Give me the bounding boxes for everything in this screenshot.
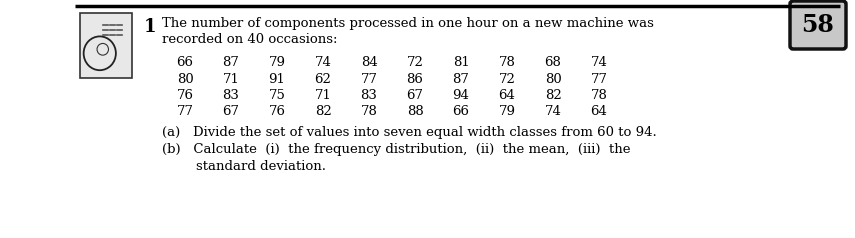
Ellipse shape [97,44,109,55]
Text: 74: 74 [315,56,332,69]
Text: 91: 91 [268,73,286,86]
Text: 67: 67 [222,105,239,118]
Text: 78: 78 [591,89,607,102]
Text: 71: 71 [315,89,332,102]
Text: 74: 74 [591,56,607,69]
Text: 76: 76 [176,89,193,102]
Text: The number of components processed in one hour on a new machine was: The number of components processed in on… [162,17,654,30]
Text: 72: 72 [498,73,516,86]
Text: 66: 66 [176,56,193,69]
Text: (b)   Calculate  (i)  the frequency distribution,  (ii)  the mean,  (iii)  the: (b) Calculate (i) the frequency distribu… [162,143,630,156]
Text: (a)   Divide the set of values into seven equal width classes from 60 to 94.: (a) Divide the set of values into seven … [162,126,657,139]
Text: 68: 68 [545,56,562,69]
Text: 77: 77 [591,73,608,86]
Text: 77: 77 [361,73,378,86]
Text: 88: 88 [407,105,423,118]
Text: recorded on 40 occasions:: recorded on 40 occasions: [162,33,338,46]
Text: 87: 87 [452,73,469,86]
Text: 71: 71 [222,73,239,86]
Text: 64: 64 [591,105,607,118]
Text: 86: 86 [407,73,423,86]
Text: 75: 75 [268,89,286,102]
Text: 94: 94 [452,89,469,102]
Text: 77: 77 [176,105,193,118]
Text: 67: 67 [406,89,423,102]
Text: 58: 58 [802,13,834,37]
Text: 1: 1 [144,18,156,36]
Text: 62: 62 [315,73,332,86]
Text: 80: 80 [545,73,562,86]
Text: 82: 82 [545,89,562,102]
FancyBboxPatch shape [80,13,132,78]
Text: 80: 80 [177,73,193,86]
FancyBboxPatch shape [790,1,846,49]
Text: 87: 87 [222,56,239,69]
Ellipse shape [84,36,116,70]
Text: 78: 78 [361,105,377,118]
Text: 78: 78 [498,56,516,69]
Text: 79: 79 [268,56,286,69]
Text: standard deviation.: standard deviation. [162,160,326,173]
Text: 64: 64 [498,89,516,102]
Text: 66: 66 [452,105,469,118]
Text: 84: 84 [361,56,377,69]
Text: 83: 83 [222,89,239,102]
Text: 82: 82 [315,105,332,118]
Text: 76: 76 [268,105,286,118]
Text: 83: 83 [361,89,377,102]
Text: 79: 79 [498,105,516,118]
Text: 74: 74 [545,105,562,118]
Text: 81: 81 [452,56,469,69]
Text: 72: 72 [407,56,423,69]
